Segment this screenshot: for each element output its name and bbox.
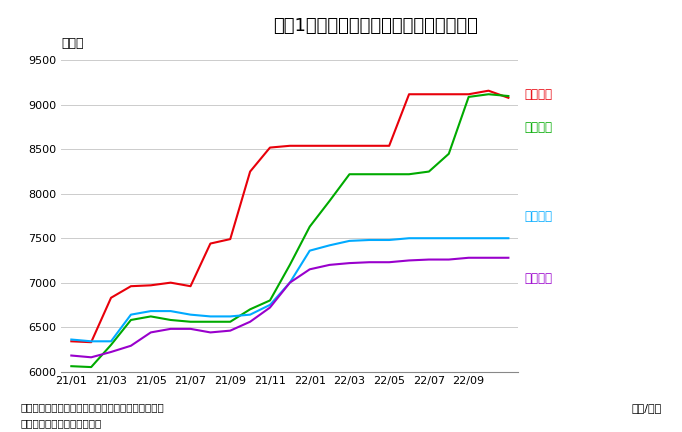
Text: （年/月）: （年/月） <box>632 403 662 413</box>
Text: （図1）電力各社・平均モデル料金の推移: （図1）電力各社・平均モデル料金の推移 <box>273 17 477 35</box>
Text: 関西電力: 関西電力 <box>524 210 552 222</box>
Text: 東京電力: 東京電力 <box>524 88 552 101</box>
Text: （円）: （円） <box>61 37 84 50</box>
Text: （資料）各社プレスリリース: （資料）各社プレスリリース <box>20 418 102 428</box>
Text: 九州電力: 九州電力 <box>524 272 552 285</box>
Text: （注）　各社公表の標準家庭のモデル料金を図式化: （注） 各社公表の標準家庭のモデル料金を図式化 <box>20 403 164 413</box>
Text: 中部電力: 中部電力 <box>524 121 552 133</box>
